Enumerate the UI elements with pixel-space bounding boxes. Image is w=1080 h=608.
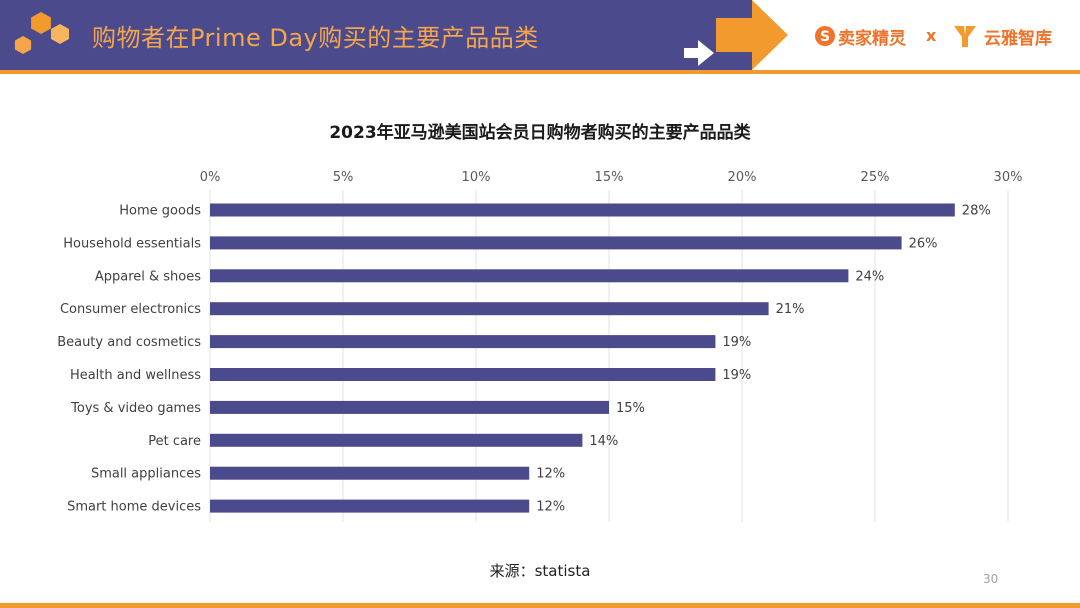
category-label: Pet care xyxy=(148,434,201,449)
brand-logo-icon: S xyxy=(815,26,835,46)
brand-separator: x xyxy=(926,26,937,45)
data-label: 12% xyxy=(536,500,565,515)
bar xyxy=(210,269,849,283)
brand-left: 卖家精灵 xyxy=(838,29,906,49)
chart-title: 2023年亚马逊美国站会员日购物者购买的主要产品品类 xyxy=(329,123,751,143)
category-label: Smart home devices xyxy=(67,500,201,515)
x-tick-label: 0% xyxy=(200,170,221,185)
x-tick-label: 10% xyxy=(462,170,491,185)
data-label: 26% xyxy=(909,236,938,251)
x-tick-label: 5% xyxy=(333,170,354,185)
bar xyxy=(210,203,955,217)
category-label: Home goods xyxy=(119,204,201,219)
svg-text:S: S xyxy=(820,29,830,45)
bar xyxy=(210,368,716,381)
category-label: Beauty and cosmetics xyxy=(57,335,201,350)
data-label: 21% xyxy=(776,302,805,317)
page-number: 30 xyxy=(983,572,999,586)
bar xyxy=(210,302,769,316)
footer-divider xyxy=(0,603,1080,608)
bar xyxy=(210,499,530,513)
x-tick-label: 15% xyxy=(595,170,624,185)
data-label: 14% xyxy=(589,434,618,449)
bar xyxy=(210,236,902,250)
source-note: 来源：statista xyxy=(489,562,591,580)
data-label: 24% xyxy=(855,269,884,284)
header: 购物者在Prime Day购买的主要产品品类 S 卖家精灵 x 云雅智库 xyxy=(0,0,1080,70)
category-label: Apparel & shoes xyxy=(95,269,201,284)
header-band xyxy=(0,0,752,70)
category-label: Health and wellness xyxy=(70,368,201,383)
bar xyxy=(210,433,583,447)
small-arrow-icon xyxy=(684,40,714,66)
x-tick-label: 30% xyxy=(994,170,1023,185)
bar xyxy=(210,400,609,414)
x-tick-label: 25% xyxy=(861,170,890,185)
data-label: 19% xyxy=(722,335,751,350)
brand-right: 云雅智库 xyxy=(984,29,1052,49)
data-label: 12% xyxy=(536,467,565,482)
category-label: Small appliances xyxy=(91,467,201,482)
data-label: 19% xyxy=(722,368,751,383)
category-label: Toys & video games xyxy=(70,401,201,416)
arrow-icon xyxy=(716,0,788,70)
data-label: 28% xyxy=(962,204,991,219)
hexagon-icon xyxy=(31,12,51,34)
brand-logo-icon xyxy=(954,26,976,47)
category-label: Consumer electronics xyxy=(60,302,201,317)
data-label: 15% xyxy=(616,401,645,416)
hexagon-icon xyxy=(14,36,32,54)
hexagon-icon xyxy=(51,24,69,44)
bar xyxy=(210,466,530,480)
header-divider xyxy=(0,70,1080,74)
bar xyxy=(210,335,716,349)
page-title: 购物者在Prime Day购买的主要产品品类 xyxy=(92,24,539,52)
x-tick-label: 20% xyxy=(728,170,757,185)
category-label: Household essentials xyxy=(63,236,201,251)
